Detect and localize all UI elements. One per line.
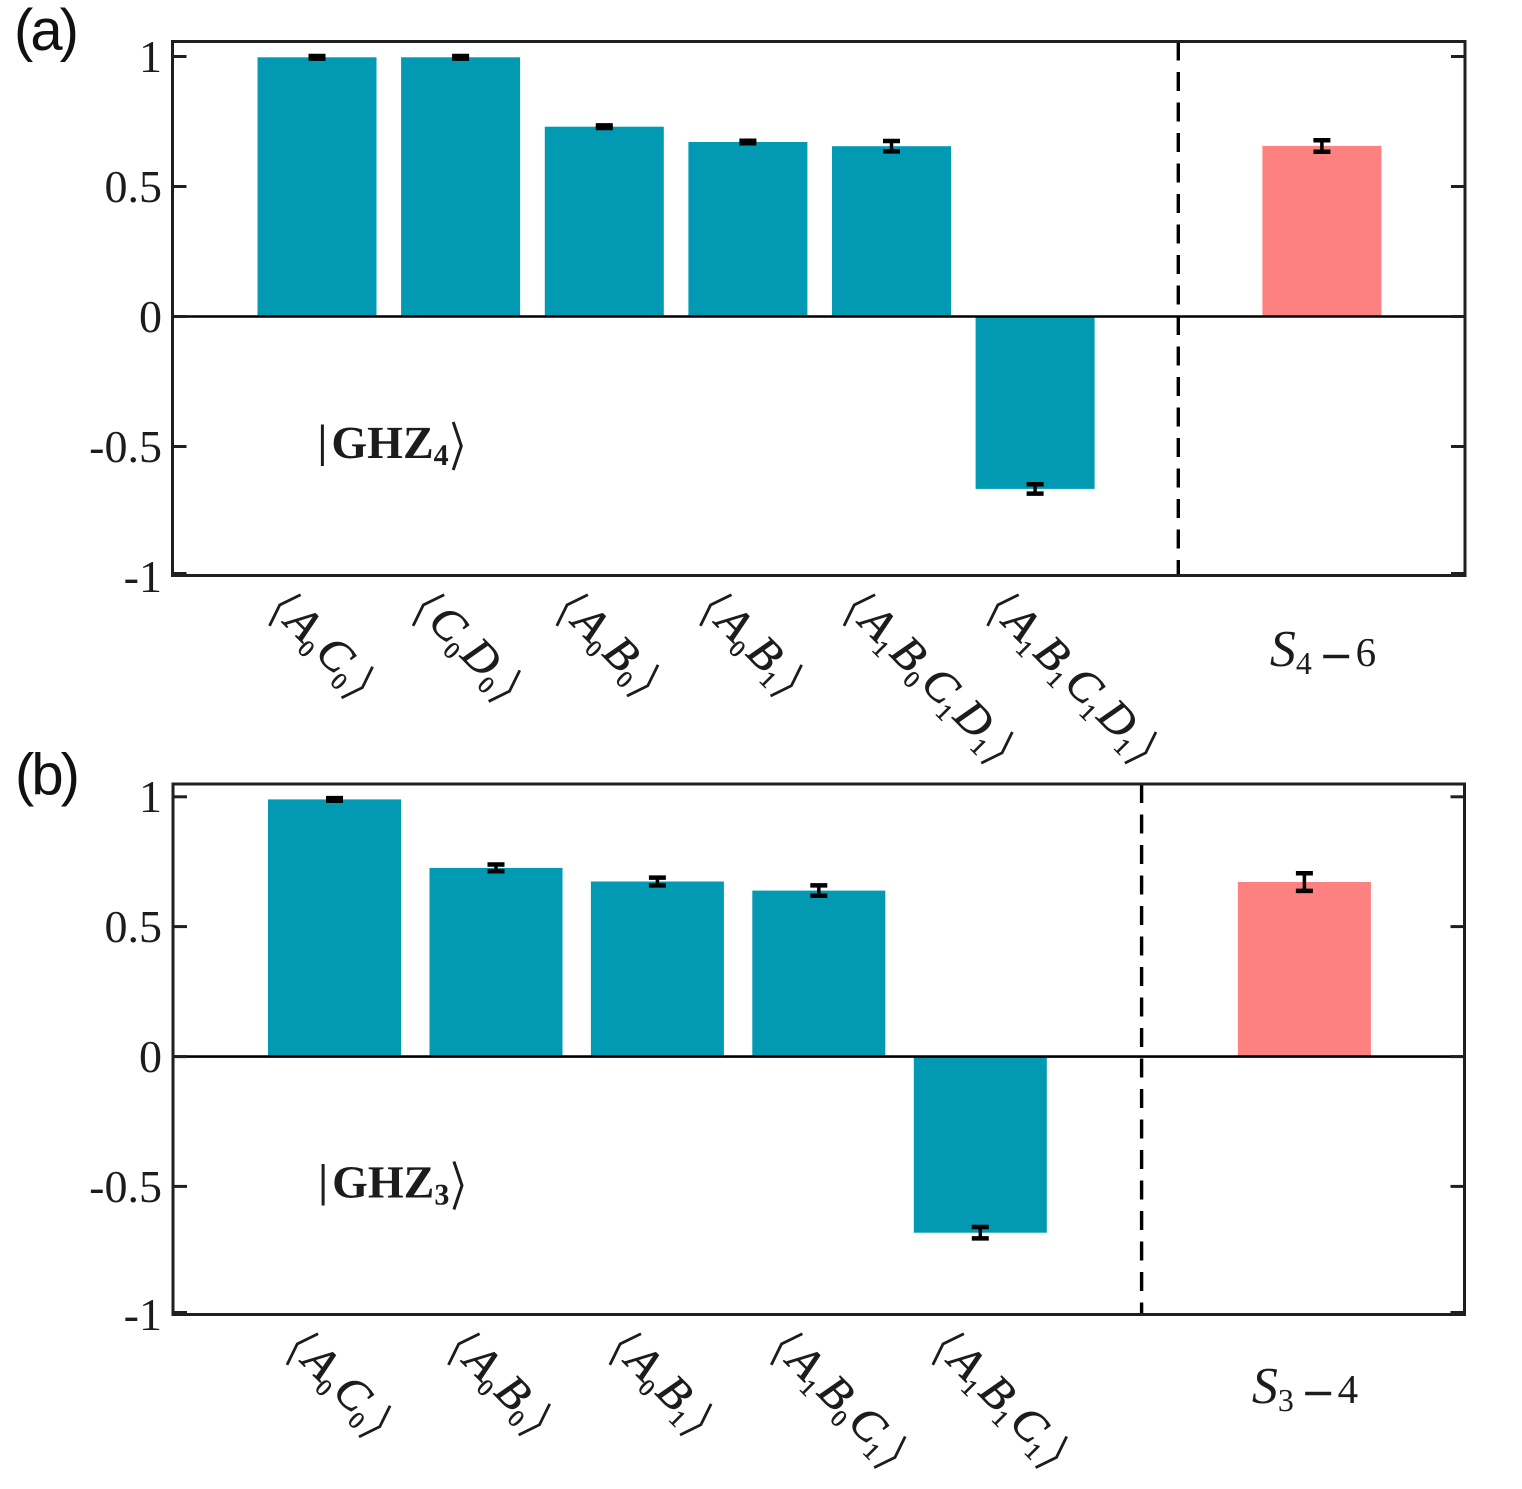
svg-text:1: 1 — [139, 31, 162, 82]
svg-text:S34: S3 4 — [1252, 1358, 1358, 1418]
svg-text:-1: -1 — [124, 551, 162, 602]
svg-text:(a): (a) — [14, 0, 76, 63]
svg-text:0.5: 0.5 — [105, 161, 163, 212]
svg-text:0.5: 0.5 — [105, 901, 163, 952]
svg-text:S46: S4 6 — [1270, 621, 1376, 681]
svg-text:1: 1 — [139, 771, 162, 822]
svg-text:0: 0 — [139, 291, 162, 342]
svg-text:0: 0 — [139, 1031, 162, 1082]
svg-text:-0.5: -0.5 — [89, 421, 162, 472]
svg-text:GHZ4: GHZ4 — [331, 417, 448, 472]
svg-text:GHZ3: GHZ3 — [332, 1157, 449, 1212]
svg-text:(b): (b) — [15, 743, 77, 808]
svg-text:-1: -1 — [124, 1289, 162, 1340]
svg-text:-0.5: -0.5 — [89, 1161, 162, 1212]
